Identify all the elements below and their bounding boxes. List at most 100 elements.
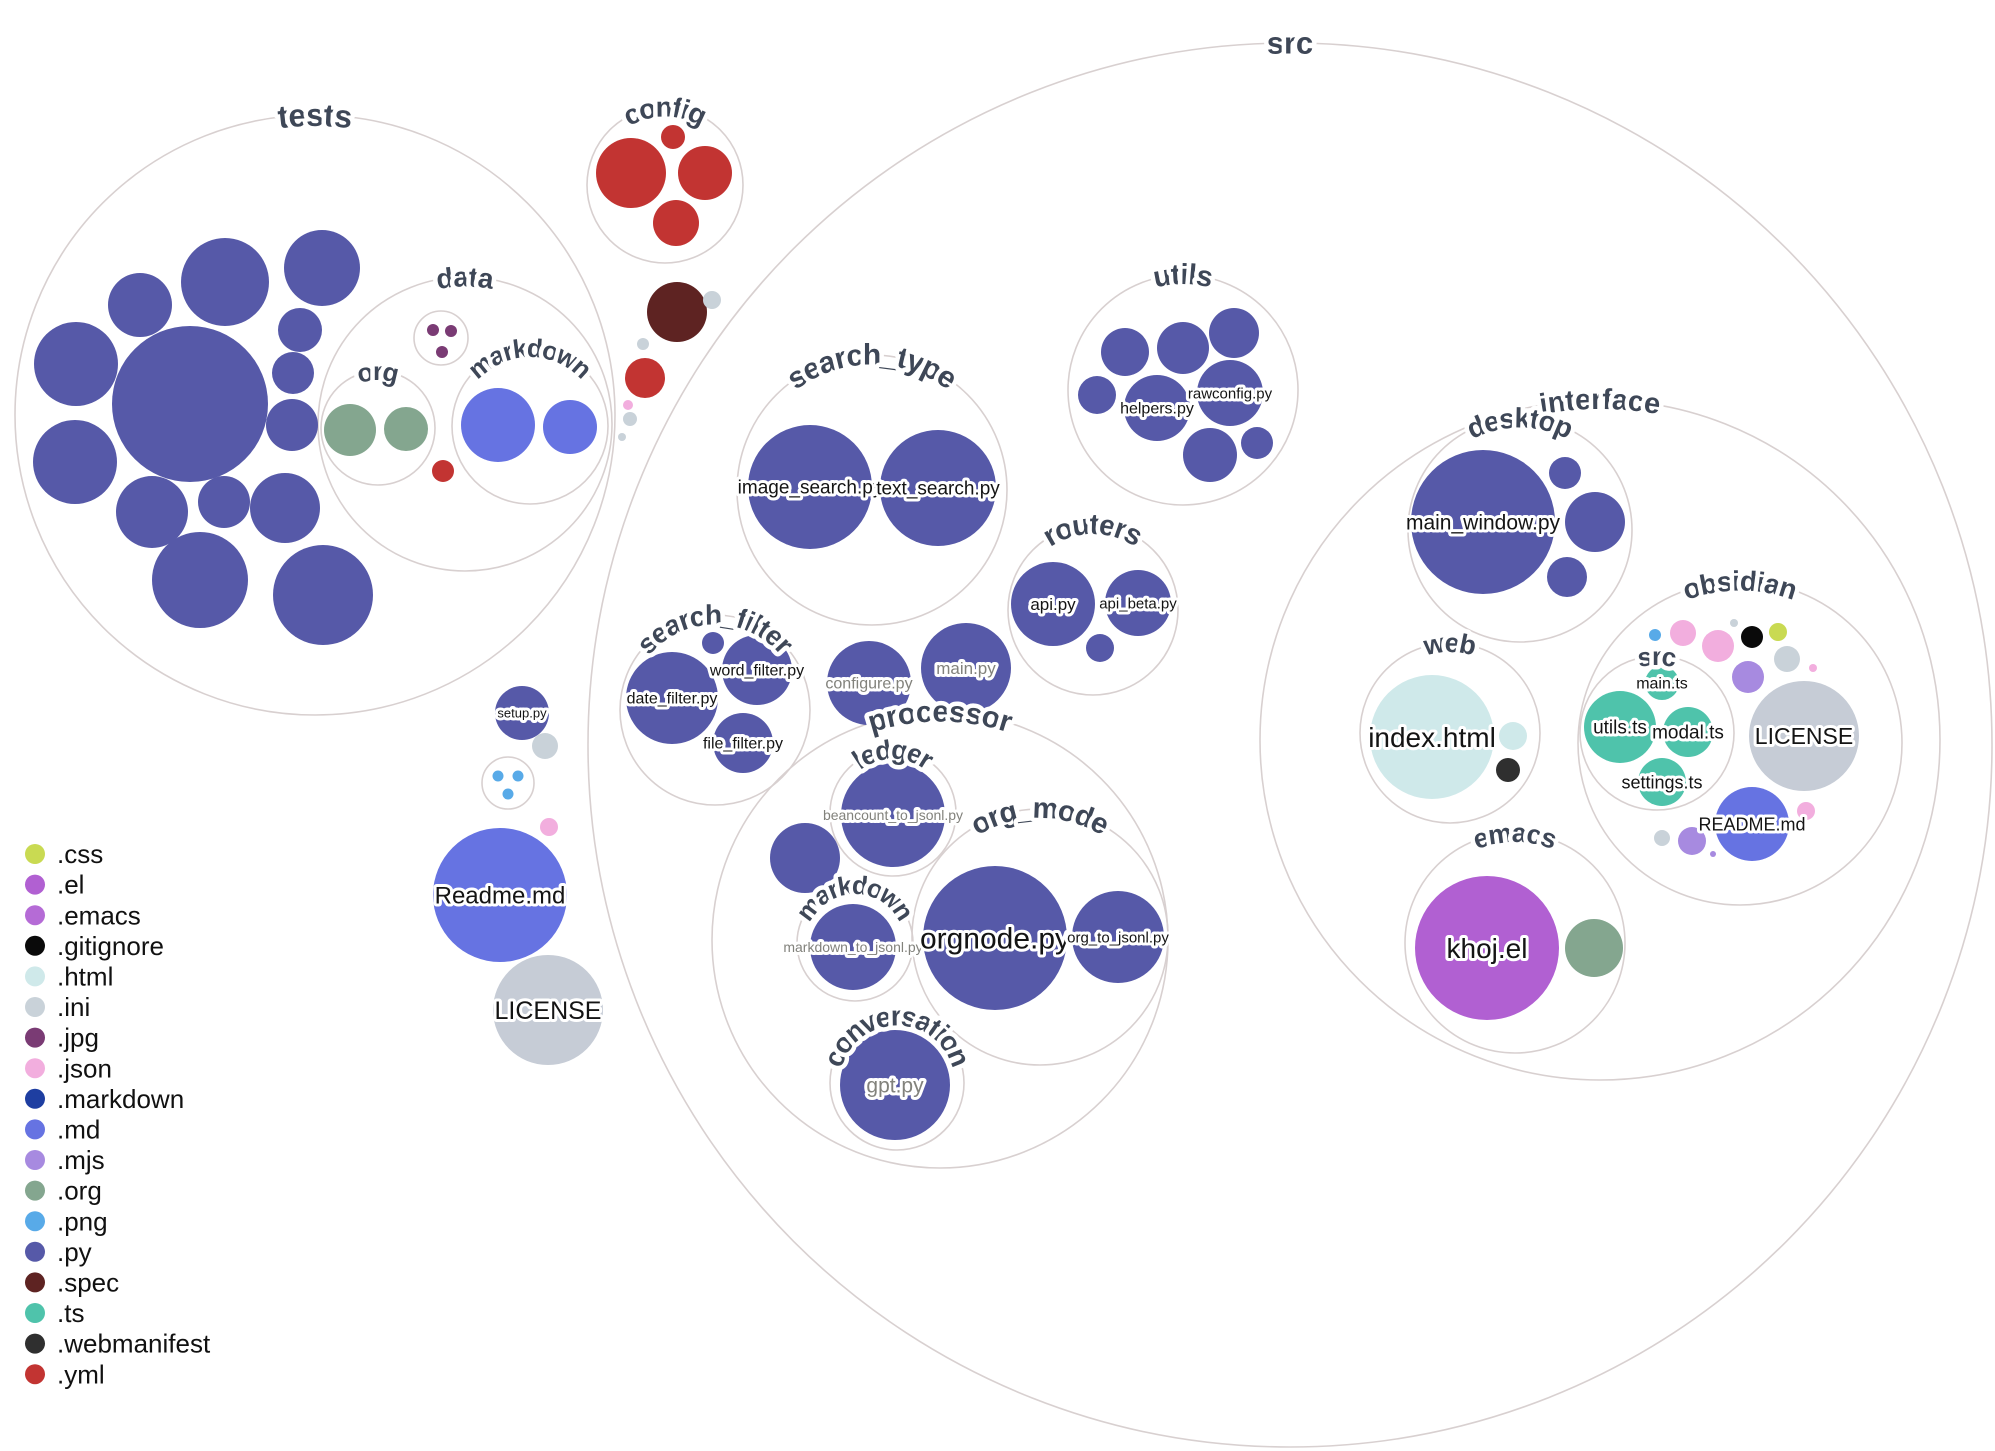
file-desktop-py-3-circle[interactable] xyxy=(1547,557,1587,597)
file-config-yml-2-circle[interactable] xyxy=(661,125,685,149)
folder-processor-markdown-circle[interactable] xyxy=(796,884,914,1002)
folder-data-jpg-dir-circle[interactable] xyxy=(413,310,469,366)
file-desktop-py-1-circle[interactable] xyxy=(1549,457,1581,489)
file-root-png-2-circle[interactable] xyxy=(512,770,524,782)
file-obsidian-css-circle[interactable] xyxy=(1769,623,1787,641)
file-file_filter-py-circle[interactable] xyxy=(713,713,773,773)
file-image_search-py-circle[interactable] xyxy=(748,425,872,549)
file-main-ts-circle[interactable] xyxy=(1645,666,1679,700)
file-beancount_to_jsonl-py-circle[interactable] xyxy=(841,763,945,867)
file-desktop-py-2-circle[interactable] xyxy=(1565,492,1625,552)
file-markdown_to_jsonl-py-circle[interactable] xyxy=(810,904,896,990)
file-root-json-1-circle[interactable] xyxy=(540,818,558,836)
file-search_filter-py-small-circle[interactable] xyxy=(702,632,724,654)
folder-data-org-circle[interactable] xyxy=(320,370,436,486)
folder-org_mode-circle[interactable] xyxy=(911,808,1169,1066)
file-tests-py-d-circle[interactable] xyxy=(278,308,322,352)
file-data-yml-circle[interactable] xyxy=(432,460,454,482)
file-api-py-circle[interactable] xyxy=(1011,562,1095,646)
file-orgnode-py-circle[interactable] xyxy=(923,866,1067,1010)
file-license-root-circle[interactable] xyxy=(493,955,603,1065)
file-obsidian-ini-2-circle[interactable] xyxy=(1654,830,1670,846)
file-config-yml-1-circle[interactable] xyxy=(596,138,666,208)
folder-obsidian-circle[interactable] xyxy=(1577,580,1903,906)
file-obsidian-json-3-circle[interactable] xyxy=(1797,802,1815,820)
file-obsidian-ini-tiny-circle[interactable] xyxy=(1730,619,1738,627)
file-data-md-file1-circle[interactable] xyxy=(461,388,535,462)
file-config-yml-4-circle[interactable] xyxy=(653,200,699,246)
file-configure-py-circle[interactable] xyxy=(827,641,911,725)
file-root-spec-circle[interactable] xyxy=(647,282,707,342)
file-main-py-circle[interactable] xyxy=(921,623,1011,713)
file-root-yml-circle[interactable] xyxy=(625,358,665,398)
file-utils-py-5-circle[interactable] xyxy=(1183,428,1237,482)
folder-interface-circle[interactable] xyxy=(1259,399,1941,1081)
file-root-ini-4-circle[interactable] xyxy=(623,412,637,426)
file-utils-py-6-circle[interactable] xyxy=(1241,427,1273,459)
file-obsidian-json-2-circle[interactable] xyxy=(1702,630,1734,662)
file-obsidian-png-circle[interactable] xyxy=(1649,629,1661,641)
file-api_beta-py-circle[interactable] xyxy=(1105,570,1171,636)
file-tests-py-e-circle[interactable] xyxy=(34,322,118,406)
file-rawconfig-py-circle[interactable] xyxy=(1197,360,1263,426)
file-tests-py-i-circle[interactable] xyxy=(33,420,117,504)
folder-emacs-circle[interactable] xyxy=(1404,832,1626,1054)
file-org_to_jsonl-py-circle[interactable] xyxy=(1072,891,1164,983)
file-tests-py-c-circle[interactable] xyxy=(284,230,360,306)
folder-search_filter-circle[interactable] xyxy=(619,614,811,806)
file-obsidian-json-1-circle[interactable] xyxy=(1670,620,1696,646)
folder-utils-circle[interactable] xyxy=(1067,274,1299,506)
file-main_window-py-circle[interactable] xyxy=(1411,450,1555,594)
folder-src-circle[interactable] xyxy=(587,42,1993,1448)
folder-data-markdown-circle[interactable] xyxy=(451,347,609,505)
file-root-json-2-circle[interactable] xyxy=(623,400,633,410)
file-processor-py-small-circle[interactable] xyxy=(770,823,840,893)
file-data-org-file1-circle[interactable] xyxy=(324,404,376,456)
file-utils-ts-circle[interactable] xyxy=(1584,691,1656,763)
file-index-html-circle[interactable] xyxy=(1370,675,1494,799)
file-readme-md-circle[interactable] xyxy=(433,828,567,962)
file-tests-py-m-circle[interactable] xyxy=(152,532,248,628)
file-routers-py-small-circle[interactable] xyxy=(1086,634,1114,662)
file-utils-py-3-circle[interactable] xyxy=(1209,308,1259,358)
file-utils-py-2-circle[interactable] xyxy=(1157,322,1209,374)
file-tests-py-f-circle[interactable] xyxy=(112,326,268,482)
file-utils-py-1-circle[interactable] xyxy=(1101,328,1149,376)
file-obsidian-mjs-2-circle[interactable] xyxy=(1678,827,1706,855)
file-root-ini-1-circle[interactable] xyxy=(532,733,558,759)
file-obsidian-mjs-1-circle[interactable] xyxy=(1732,661,1764,693)
file-tests-py-b-circle[interactable] xyxy=(108,273,172,337)
folder-conversation-circle[interactable] xyxy=(829,1015,965,1151)
file-root-ini-3-circle[interactable] xyxy=(637,338,649,350)
file-tests-py-n-circle[interactable] xyxy=(273,545,373,645)
file-data-jpg2-circle[interactable] xyxy=(445,325,457,337)
file-tests-py-k-circle[interactable] xyxy=(198,476,250,528)
file-khoj-el-circle[interactable] xyxy=(1415,876,1559,1020)
file-tests-py-h-circle[interactable] xyxy=(266,399,318,451)
file-gpt-py-circle[interactable] xyxy=(840,1030,950,1140)
file-web-webmanifest-circle[interactable] xyxy=(1496,758,1520,782)
file-obsidian-gitignore-circle[interactable] xyxy=(1741,626,1763,648)
file-settings-ts-circle[interactable] xyxy=(1638,758,1686,806)
file-text_search-py-circle[interactable] xyxy=(880,430,996,546)
file-data-jpg3-circle[interactable] xyxy=(436,346,448,358)
file-data-org-file2-circle[interactable] xyxy=(384,407,428,451)
folder-search_type-circle[interactable] xyxy=(736,354,1008,626)
folder-root-png-dir-circle[interactable] xyxy=(481,756,535,810)
file-modal-ts-circle[interactable] xyxy=(1663,707,1713,757)
file-tests-py-l-circle[interactable] xyxy=(250,473,320,543)
folder-data-circle[interactable] xyxy=(317,276,613,572)
file-tests-py-a-circle[interactable] xyxy=(181,238,269,326)
file-root-ini-2-circle[interactable] xyxy=(703,291,721,309)
folder-obsidian-src-circle[interactable] xyxy=(1579,655,1735,811)
file-word_filter-py-circle[interactable] xyxy=(722,635,792,705)
file-tests-py-g-circle[interactable] xyxy=(272,352,314,394)
file-utils-py-4-circle[interactable] xyxy=(1078,376,1116,414)
file-date_filter-py-circle[interactable] xyxy=(626,652,718,744)
folder-tests-circle[interactable] xyxy=(14,114,616,716)
file-readme-obsidian-circle[interactable] xyxy=(1715,787,1789,861)
file-license-obsidian-circle[interactable] xyxy=(1749,681,1859,791)
file-root-png-3-circle[interactable] xyxy=(502,788,514,800)
file-obsidian-json-tiny-circle[interactable] xyxy=(1809,664,1817,672)
file-obsidian-ini-circle[interactable] xyxy=(1774,646,1800,672)
